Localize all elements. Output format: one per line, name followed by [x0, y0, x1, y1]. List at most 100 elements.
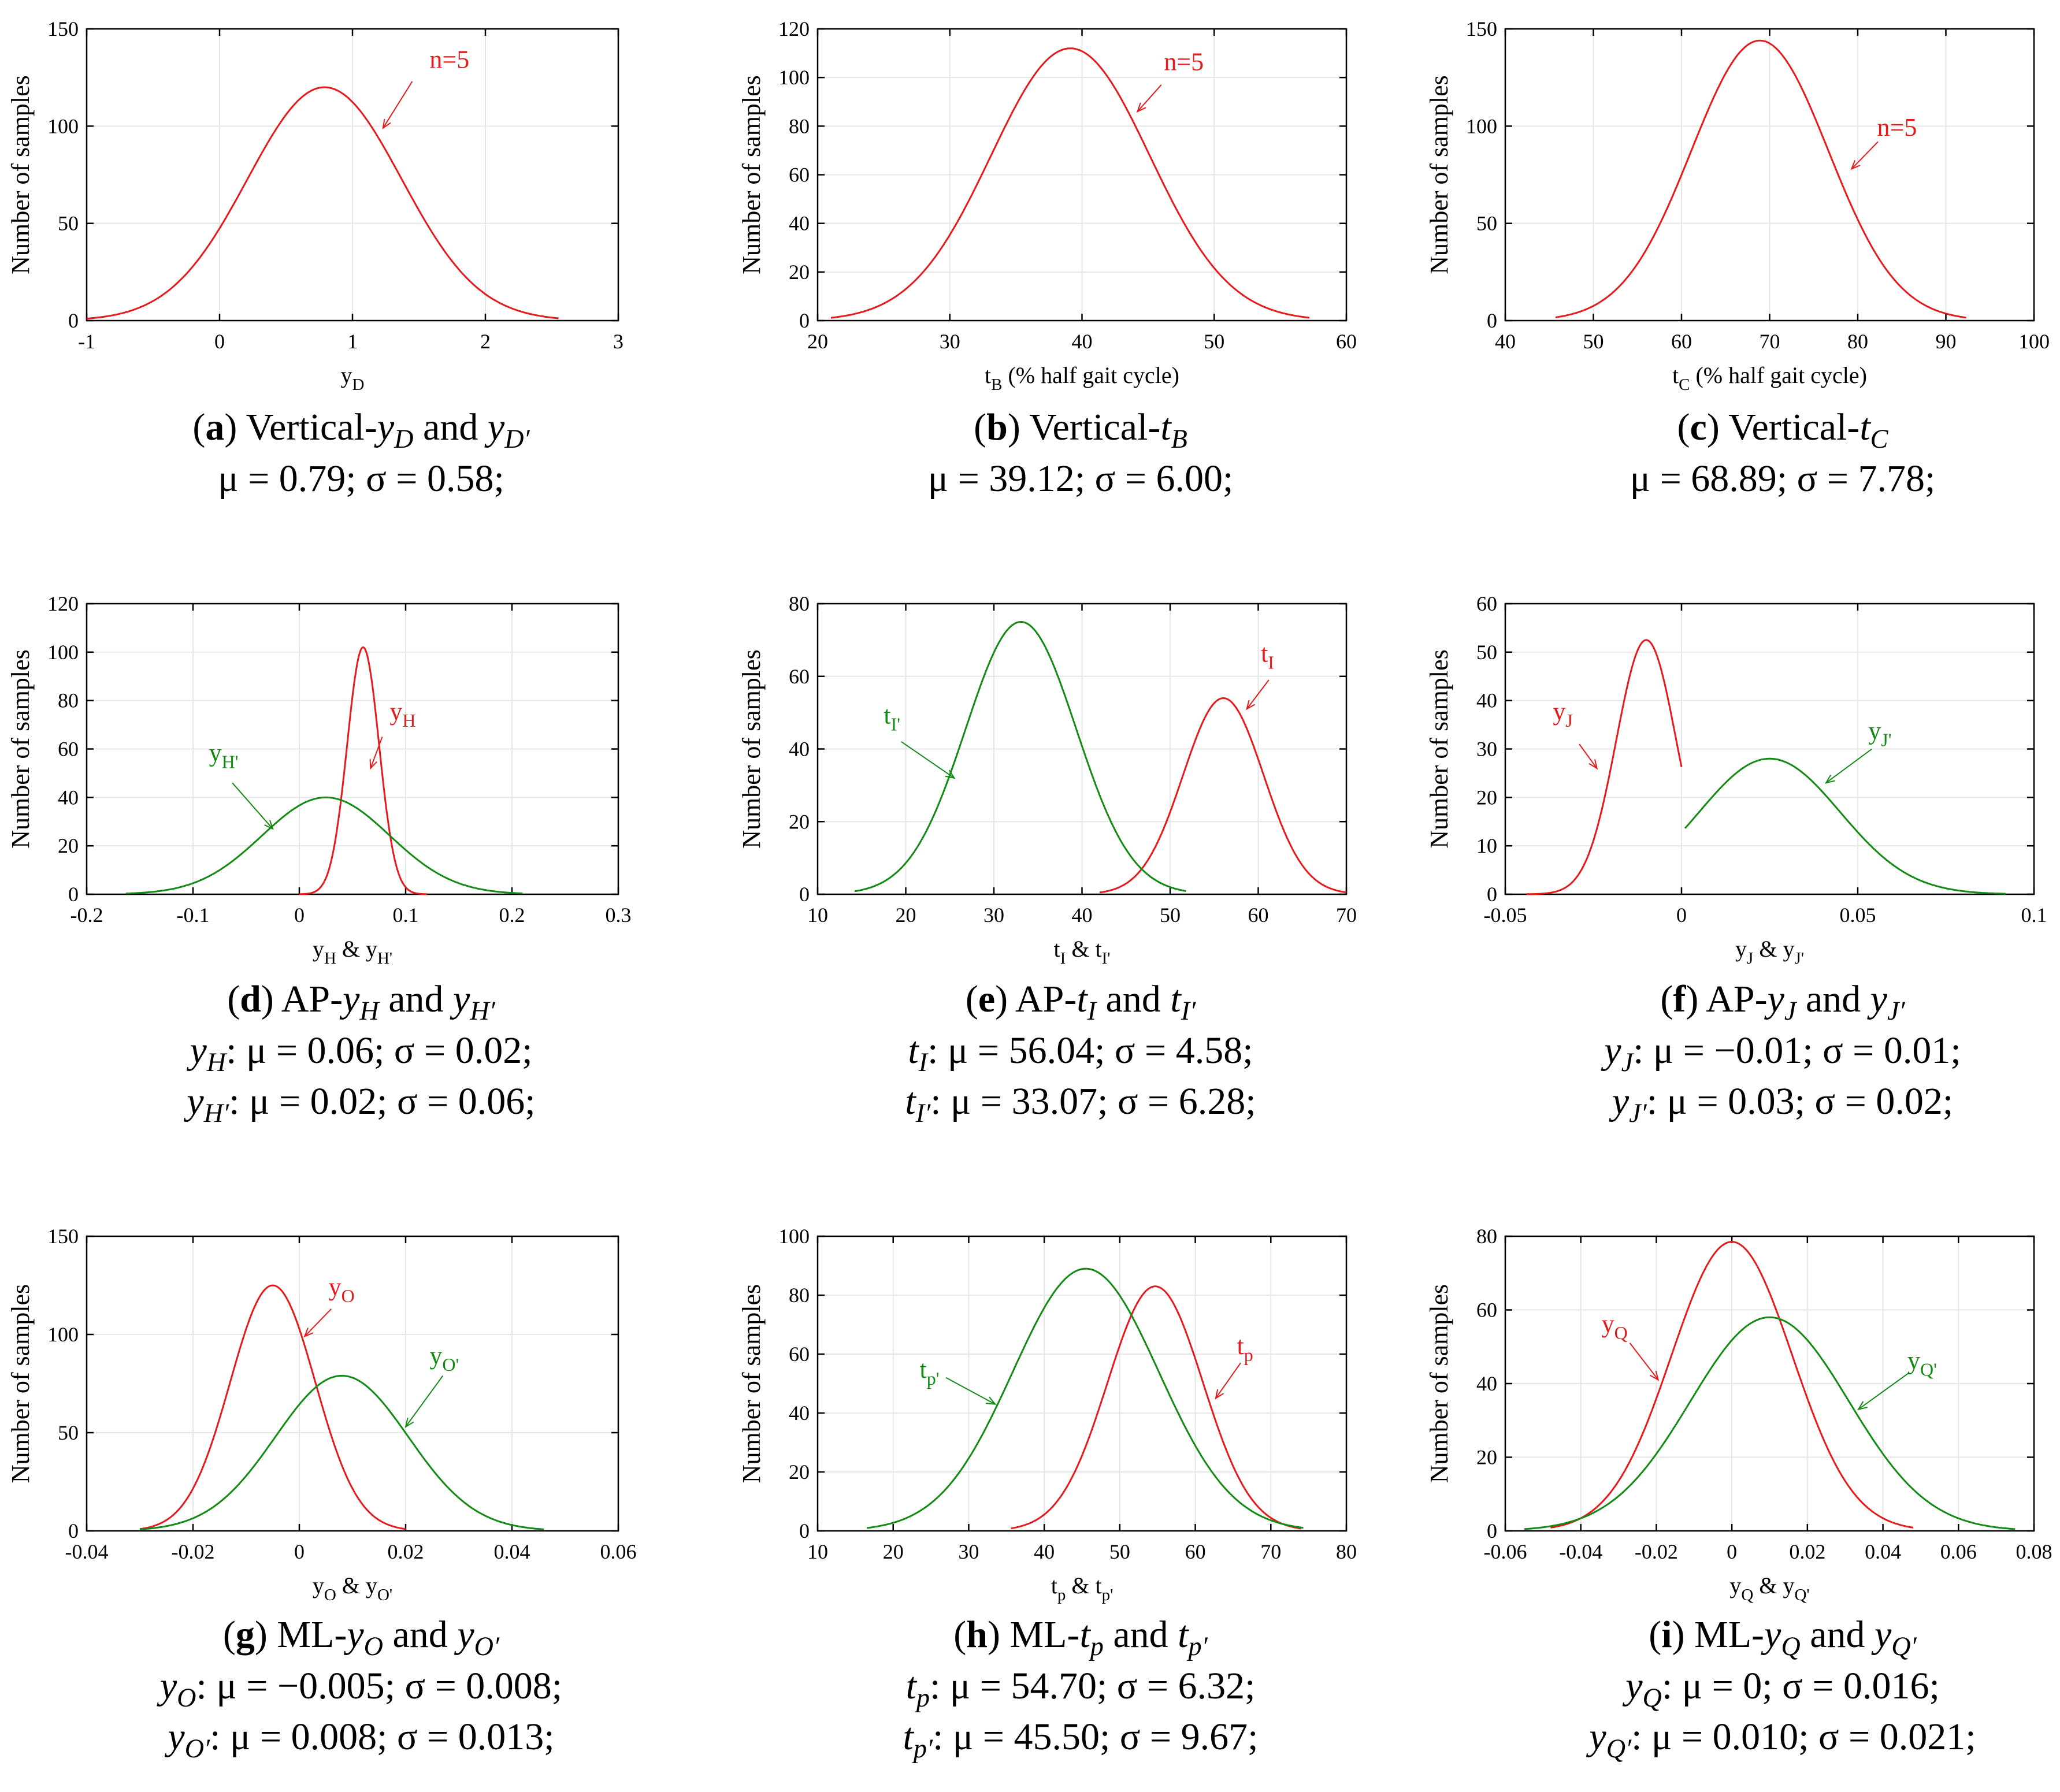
annotation-arrow	[1579, 743, 1598, 769]
caption-variable: yD′	[487, 406, 530, 454]
annotation-arrowhead	[986, 1396, 997, 1405]
x-tick-label: 0.06	[1940, 1540, 1977, 1563]
x-tick-label: 70	[1260, 1540, 1281, 1563]
caption-variable: yO	[347, 1613, 384, 1661]
caption-stats: yO: μ = −0.005; σ = 0.008;	[159, 1664, 563, 1712]
x-tick-label: 70	[1760, 330, 1780, 353]
annotation-arrowhead	[1857, 1401, 1868, 1411]
y-tick-label: 80	[789, 114, 810, 137]
x-tick-label: 90	[1936, 330, 1957, 353]
annotation-arrowhead	[369, 759, 377, 770]
y-axis-label: Number of samples	[6, 649, 35, 849]
y-tick-label: 80	[1476, 1225, 1497, 1248]
caption-variable: yH	[190, 1029, 227, 1077]
series-line-secondary	[854, 621, 1186, 893]
caption-stats: yH: μ = 0.06; σ = 0.02;	[190, 1029, 533, 1077]
x-tick-label: 60	[1336, 330, 1357, 353]
x-tick-label: 3	[613, 330, 623, 353]
grid	[1505, 1236, 2035, 1531]
y-tick-label: 0	[1487, 309, 1497, 332]
x-tick-label: 0	[214, 330, 225, 353]
caption-stats: yH′: μ = 0.02; σ = 0.06;	[187, 1080, 536, 1128]
y-axis-label: Number of samples	[1425, 1284, 1453, 1484]
y-tick-label: 20	[789, 1460, 810, 1484]
x-tick-label: 20	[807, 330, 828, 353]
y-tick-label: 120	[778, 17, 810, 40]
caption-variable: yQ	[1764, 1613, 1801, 1661]
x-axis-label: yH & yH'	[313, 936, 392, 968]
x-tick-label: 0.06	[600, 1540, 637, 1563]
caption-variable: yH′	[453, 978, 495, 1026]
y-tick-label: 100	[47, 641, 79, 664]
x-tick-label: 100	[2018, 330, 2050, 353]
x-tick-label: 0.08	[2016, 1540, 2052, 1563]
x-tick-label: -0.04	[1559, 1540, 1602, 1563]
annotation-arrowhead	[1246, 700, 1256, 711]
y-tick-label: 120	[47, 592, 79, 615]
x-tick-label: 1	[347, 330, 358, 353]
x-tick-label: 10	[807, 1540, 828, 1563]
caption-variable: yH	[343, 978, 379, 1026]
annotation-label: yJ	[1553, 697, 1572, 731]
y-tick-label: 40	[1476, 689, 1497, 712]
annotation-label: n=5	[1877, 113, 1917, 142]
series-line-secondary	[1524, 1316, 2016, 1530]
x-tick-label: 40	[1034, 1540, 1055, 1563]
caption-variable: tp′	[903, 1716, 933, 1764]
y-tick-label: 20	[58, 834, 79, 857]
y-axis-label: Number of samples	[1425, 75, 1453, 274]
x-tick-label: 30	[958, 1540, 979, 1563]
caption-variable: tI′	[1170, 978, 1196, 1026]
x-tick-label: 50	[1109, 1540, 1130, 1563]
caption-variable: tI	[908, 1029, 928, 1077]
annotation-arrow	[1851, 141, 1879, 170]
series-line-primary	[830, 47, 1310, 319]
x-tick-label: -0.2	[70, 904, 103, 927]
caption-b: (b) Vertical-tB μ = 39.12; σ = 6.00;	[757, 404, 1404, 502]
x-tick-label: 0	[1727, 1540, 1737, 1563]
y-tick-label: 60	[789, 1343, 810, 1366]
caption-stats: tI′: μ = 33.07; σ = 6.28;	[905, 1080, 1256, 1128]
x-tick-label: -0.02	[1635, 1540, 1678, 1563]
y-tick-label: 150	[47, 1225, 79, 1248]
x-axis-label: yQ & yQ'	[1729, 1572, 1809, 1604]
caption-e: (e) AP-tI and tI′ tI: μ = 56.04; σ = 4.58…	[757, 976, 1404, 1130]
x-tick-label: -0.04	[65, 1540, 109, 1563]
y-tick-label: 60	[789, 163, 810, 187]
series-line-primary	[139, 1284, 406, 1530]
y-axis-label: Number of samples	[6, 75, 35, 274]
y-tick-label: 20	[789, 261, 810, 284]
caption-d: (d) AP-yH and yH′ yH: μ = 0.06; σ = 0.02;…	[38, 976, 685, 1130]
y-tick-label: 80	[789, 1284, 810, 1307]
annotation-label: yQ	[1602, 1310, 1628, 1343]
x-tick-label: 40	[1072, 904, 1093, 927]
caption-title: (c) Vertical-tC	[1677, 406, 1888, 454]
x-tick-label: 50	[1583, 330, 1604, 353]
x-axis-label: yO & yO'	[313, 1572, 392, 1604]
caption-stats: yO′: μ = 0.008; σ = 0.013;	[168, 1716, 555, 1764]
x-tick-label: 0.02	[388, 1540, 424, 1563]
annotation-arrow	[304, 1308, 332, 1337]
annotation-label: yJ'	[1868, 717, 1891, 750]
y-tick-label: 80	[789, 592, 810, 615]
caption-f: (f) AP-yJ and yJ′ yJ: μ = −0.01; σ = 0.01…	[1459, 976, 2060, 1130]
series-line-secondary	[139, 1374, 544, 1530]
annotation-arrowhead	[1850, 160, 1861, 170]
y-tick-label: 10	[1476, 834, 1497, 857]
x-axis-label: tI & tI'	[1054, 936, 1111, 968]
annotation-label: n=5	[429, 45, 469, 73]
x-tick-label: -0.02	[172, 1540, 215, 1563]
x-tick-label: 30	[940, 330, 960, 353]
caption-variable: yD	[377, 406, 414, 454]
x-tick-label: 40	[1495, 330, 1516, 353]
x-tick-label: 30	[983, 904, 1004, 927]
x-tick-label: 20	[883, 1540, 904, 1563]
caption-stats: μ = 68.89; σ = 7.78;	[1630, 457, 1936, 500]
y-tick-label: 40	[789, 738, 810, 761]
caption-stats: tp′: μ = 45.50; σ = 9.67;	[903, 1716, 1259, 1764]
annotation-arrow	[370, 737, 383, 769]
series-line-primary	[1099, 697, 1347, 894]
x-tick-label: 0.3	[606, 904, 632, 927]
